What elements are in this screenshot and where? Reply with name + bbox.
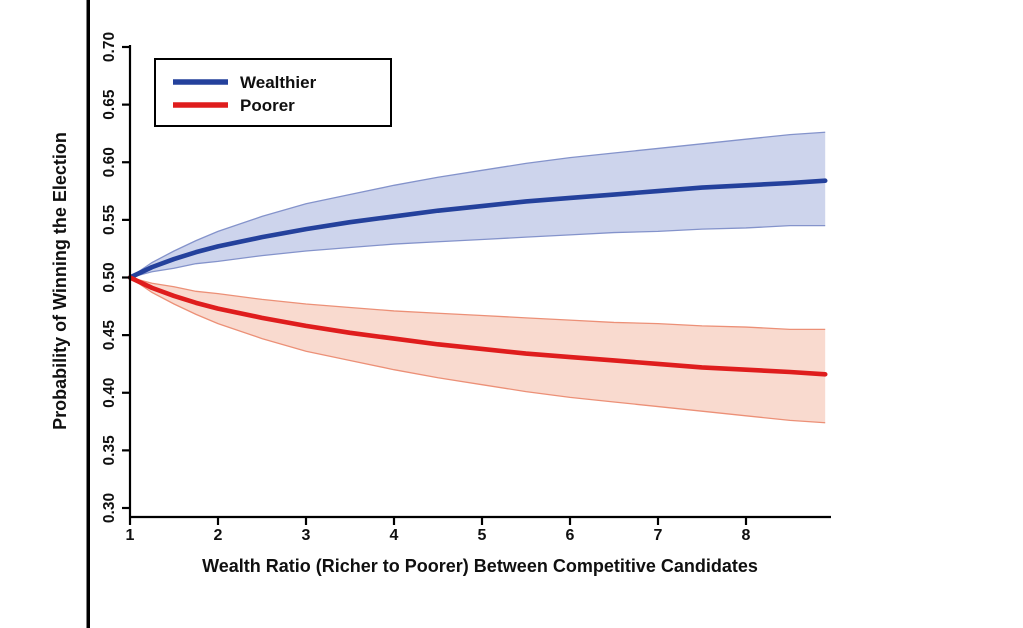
- y-axis-title: Probability of Winning the Election: [50, 132, 70, 430]
- x-tick-label: 4: [390, 527, 399, 544]
- legend-label-poorer: Poorer: [240, 96, 295, 115]
- mean-line-poorer: [127, 275, 828, 377]
- y-tick-label: 0.45: [101, 320, 118, 351]
- x-tick-label: 2: [214, 527, 223, 544]
- x-tick-label: 8: [742, 527, 751, 544]
- band-lower-edge-wealthier: [129, 224, 826, 279]
- x-tick-label: 6: [566, 527, 575, 544]
- x-axis-title: Wealth Ratio (Richer to Poorer) Between …: [202, 556, 758, 576]
- legend-label-wealthier: Wealthier: [240, 73, 317, 92]
- page-margin-rule: [86, 0, 90, 628]
- y-tick-label: 0.70: [101, 32, 118, 62]
- y-tick-label: 0.40: [101, 378, 118, 408]
- y-tick-label: 0.35: [101, 435, 118, 466]
- x-tick-label: 3: [302, 527, 311, 544]
- band-upper-edge-poorer: [129, 276, 826, 331]
- confidence-bands: [129, 131, 826, 424]
- y-tick-label: 0.50: [101, 262, 118, 292]
- band-upper-edge-wealthier: [129, 131, 826, 279]
- x-tick-label: 5: [478, 527, 487, 544]
- series-lines: [127, 178, 828, 377]
- band-lower-edge-poorer: [129, 276, 826, 424]
- tick-labels: 1 2 3 4 5 6 7 8 0.30 0.35 0.40 0.45 0.50 0.55 0.60 0.65…: [101, 32, 751, 544]
- y-tick-label: 0.60: [101, 147, 118, 177]
- axes: [122, 45, 831, 525]
- y-tick-label: 0.30: [101, 493, 118, 523]
- y-tick-label: 0.55: [101, 204, 118, 235]
- x-tick-label: 7: [654, 527, 663, 544]
- legend-box: [154, 58, 392, 127]
- mean-line-wealthier: [127, 178, 828, 280]
- legend: Wealthier Poorer: [154, 58, 392, 127]
- x-tick-label: 1: [126, 527, 135, 544]
- y-tick-label: 0.65: [101, 89, 118, 120]
